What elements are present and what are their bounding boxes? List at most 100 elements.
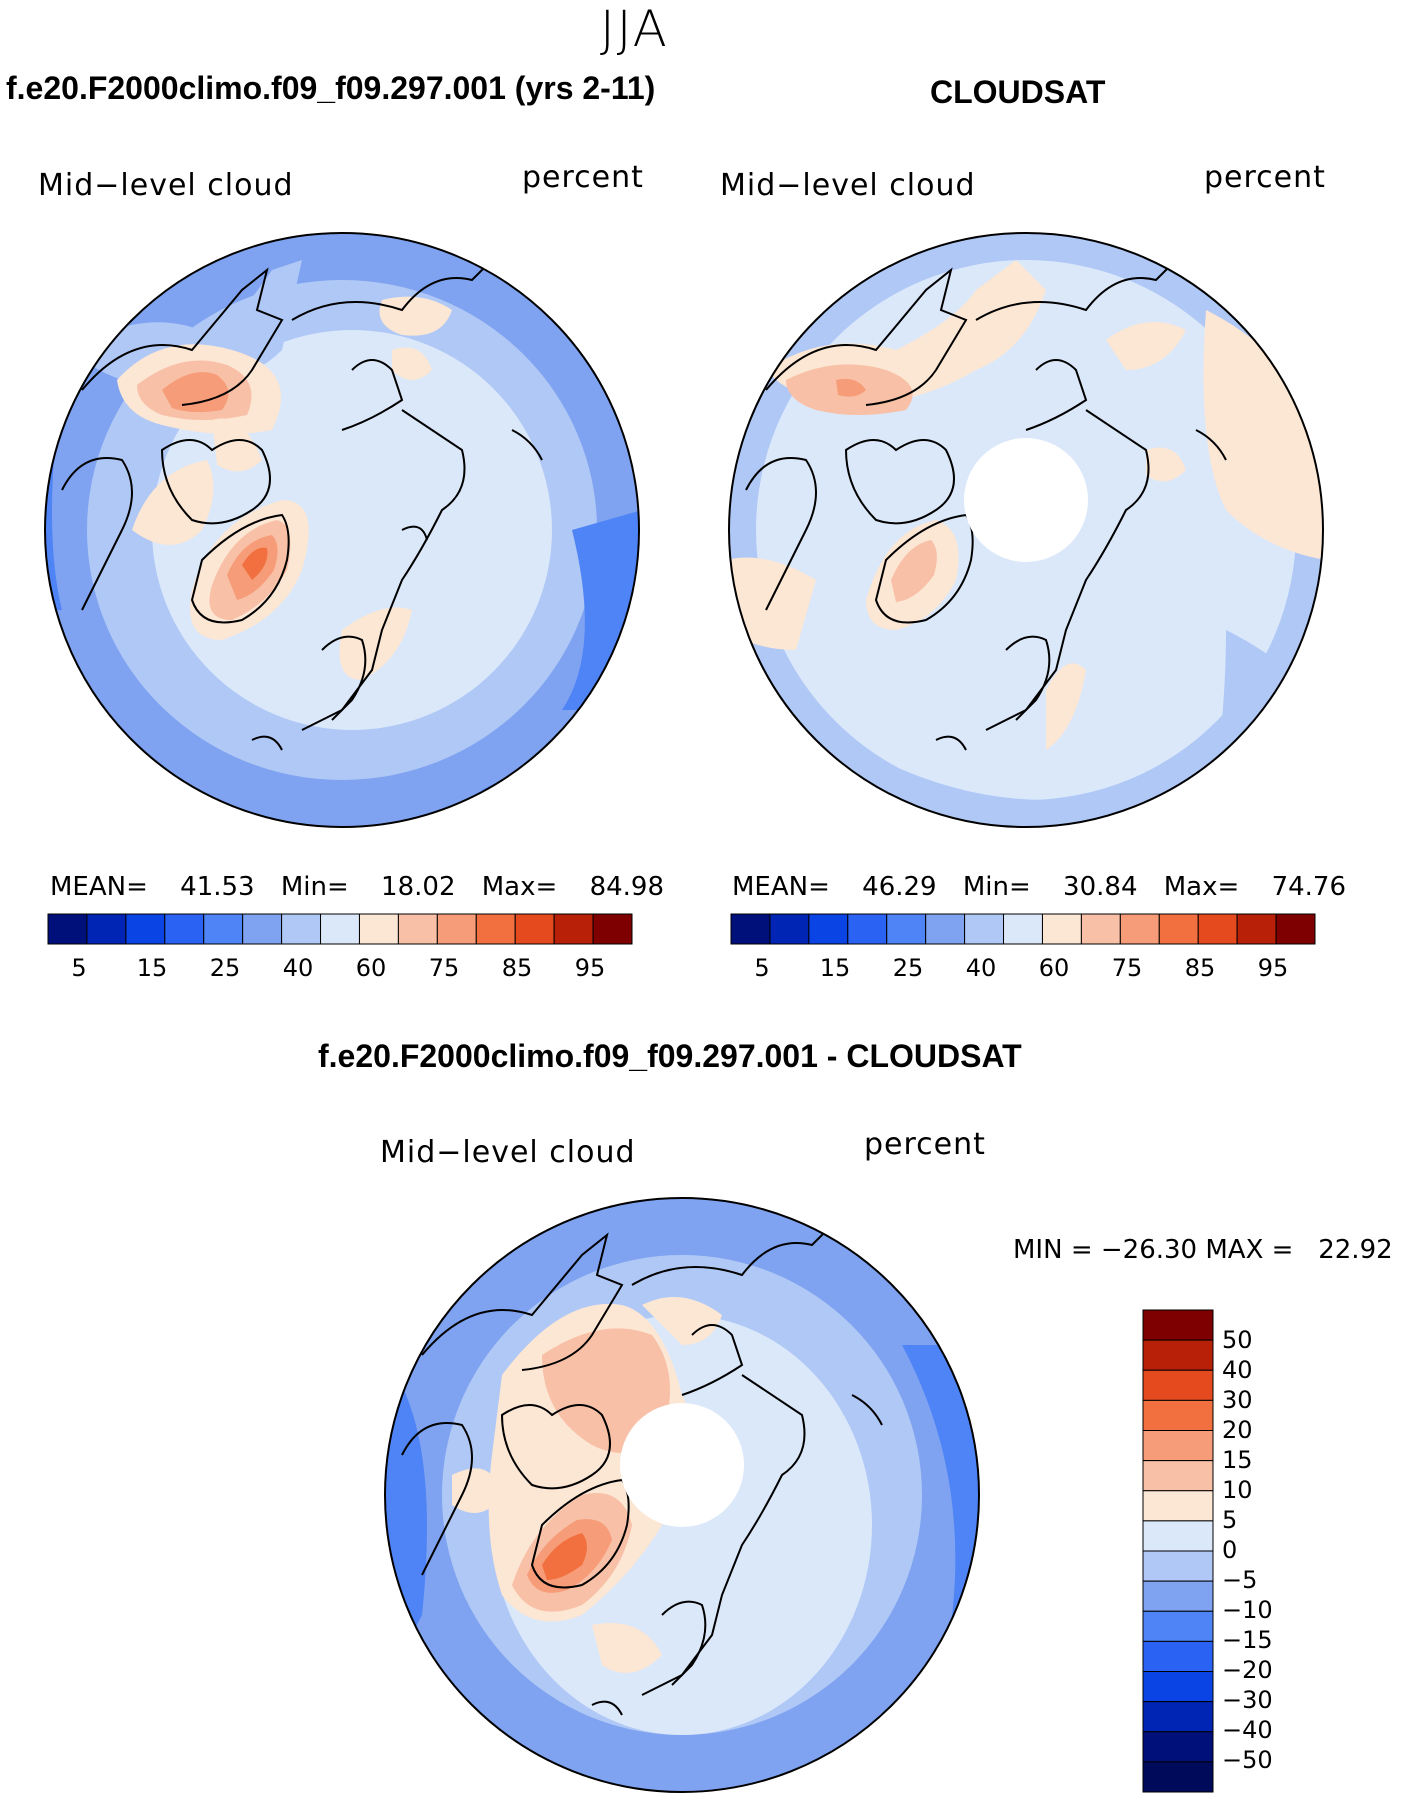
colorbar-swatch <box>1142 1520 1214 1552</box>
colorbar-swatch <box>1041 913 1082 945</box>
colorbar-tick: 85 <box>1184 954 1216 982</box>
colorbar-tick: 15 <box>136 954 168 982</box>
colorbar-tick: 15 <box>819 954 851 982</box>
diff-coastlines <box>401 1224 883 1716</box>
model-min-label: Min= <box>280 872 349 902</box>
model-panel-title: f.e20.F2000climo.f09_f09.297.001 (yrs 2-… <box>6 70 656 106</box>
colorbar-tick: 95 <box>1257 954 1289 982</box>
colorbar-tick: 30 <box>1222 1386 1253 1414</box>
colorbar-swatch <box>769 913 810 945</box>
colorbar-swatch <box>1142 1490 1214 1522</box>
colorbar-tick: 25 <box>892 954 924 982</box>
model-colorbar-ticks: 5 15 25 40 60 75 85 95 <box>48 954 632 984</box>
colorbar-tick: −10 <box>1222 1596 1273 1624</box>
colorbar-tick: 25 <box>209 954 241 982</box>
colorbar-swatch <box>397 913 438 945</box>
model-colorbar <box>47 913 633 945</box>
colorbar-swatch <box>1236 913 1277 945</box>
colorbar-swatch <box>1142 1550 1214 1582</box>
colorbar-swatch <box>47 913 88 945</box>
obs-colorbar-ticks: 5 15 25 40 60 75 85 95 <box>731 954 1315 984</box>
colorbar-swatch <box>1142 1339 1214 1371</box>
colorbar-swatch <box>242 913 283 945</box>
colorbar-tick: 20 <box>1222 1416 1253 1444</box>
colorbar-swatch <box>1142 1399 1214 1432</box>
colorbar-swatch <box>1142 1610 1214 1642</box>
diff-minmax: MIN = −26.30 MAX = 22.92 <box>1013 1235 1393 1265</box>
colorbar-swatch <box>514 913 555 945</box>
colorbar-tick: 75 <box>428 954 460 982</box>
colorbar-swatch <box>592 913 633 945</box>
colorbar-tick: 85 <box>501 954 533 982</box>
colorbar-swatch <box>1119 913 1160 945</box>
colorbar-tick: 60 <box>355 954 387 982</box>
colorbar-swatch <box>281 913 322 945</box>
colorbar-swatch <box>1080 913 1121 945</box>
colorbar-swatch <box>164 913 205 945</box>
colorbar-swatch <box>86 913 127 945</box>
obs-polar-map <box>728 232 1324 828</box>
colorbar-swatch <box>1142 1731 1214 1763</box>
colorbar-swatch <box>925 913 966 945</box>
obs-min-value: 30.84 <box>1063 872 1138 902</box>
model-map-border <box>44 232 640 828</box>
colorbar-tick: 40 <box>282 954 314 982</box>
diff-colorbar-ticks: 50 40 30 20 15 10 5 0 −5 −10 −15 −20 −30… <box>1222 1310 1302 1792</box>
obs-min-label: Min= <box>962 872 1031 902</box>
colorbar-swatch <box>436 913 477 945</box>
colorbar-swatch <box>1142 1460 1214 1492</box>
model-mean-label: MEAN= <box>50 872 148 902</box>
obs-mean-label: MEAN= <box>732 872 830 902</box>
colorbar-tick: 5 <box>754 954 770 982</box>
obs-max-value: 74.76 <box>1271 872 1346 902</box>
diff-colorbar <box>1142 1309 1214 1793</box>
model-units-label: percent <box>522 160 644 195</box>
model-min-value: 18.02 <box>381 872 456 902</box>
colorbar-swatch <box>1197 913 1238 945</box>
season-title: JJA <box>600 0 669 58</box>
obs-variable-label: Mid−level cloud <box>720 168 976 203</box>
colorbar-tick: 95 <box>574 954 606 982</box>
colorbar-tick: 5 <box>71 954 87 982</box>
colorbar-swatch <box>1142 1369 1214 1401</box>
diff-map-border <box>384 1197 980 1793</box>
colorbar-tick: 0 <box>1222 1536 1238 1564</box>
obs-map-border <box>728 232 1324 828</box>
diff-missing-data-hole <box>620 1403 744 1527</box>
model-mean-value: 41.53 <box>180 872 255 902</box>
colorbar-swatch <box>320 913 360 945</box>
colorbar-swatch <box>730 913 771 945</box>
colorbar-tick: −40 <box>1222 1716 1273 1744</box>
colorbar-swatch <box>1158 913 1199 945</box>
colorbar-tick: 5 <box>1222 1506 1238 1534</box>
obs-panel-title: CLOUDSAT <box>930 74 1106 110</box>
obs-max-label: Max= <box>1163 872 1240 902</box>
diff-panel-title: f.e20.F2000climo.f09_f09.297.001 - CLOUD… <box>318 1038 1022 1074</box>
colorbar-swatch <box>1142 1309 1214 1341</box>
colorbar-swatch <box>808 913 849 945</box>
obs-units-label: percent <box>1204 160 1326 195</box>
colorbar-tick: −5 <box>1222 1566 1258 1594</box>
diff-variable-label: Mid−level cloud <box>380 1135 636 1170</box>
obs-stats: MEAN= 46.29 Min= 30.84 Max= 74.76 <box>732 872 1346 902</box>
colorbar-tick: 40 <box>1222 1356 1253 1384</box>
colorbar-tick: 15 <box>1222 1446 1253 1474</box>
colorbar-swatch <box>203 913 244 945</box>
colorbar-tick: 50 <box>1222 1326 1253 1354</box>
colorbar-tick: −15 <box>1222 1626 1273 1654</box>
colorbar-tick: −30 <box>1222 1686 1273 1714</box>
colorbar-tick: −50 <box>1222 1746 1273 1774</box>
colorbar-swatch <box>886 913 927 945</box>
colorbar-swatch <box>553 913 594 945</box>
colorbar-swatch <box>1142 1430 1214 1462</box>
colorbar-swatch <box>125 913 166 945</box>
obs-missing-data-hole <box>964 438 1088 562</box>
colorbar-swatch <box>475 913 516 945</box>
obs-colorbar <box>730 913 1316 945</box>
obs-mean-value: 46.29 <box>862 872 937 902</box>
model-max-value: 84.98 <box>589 872 664 902</box>
model-max-label: Max= <box>481 872 558 902</box>
diff-polar-map <box>384 1197 980 1793</box>
colorbar-tick: 10 <box>1222 1476 1253 1504</box>
colorbar-swatch <box>1142 1580 1214 1612</box>
